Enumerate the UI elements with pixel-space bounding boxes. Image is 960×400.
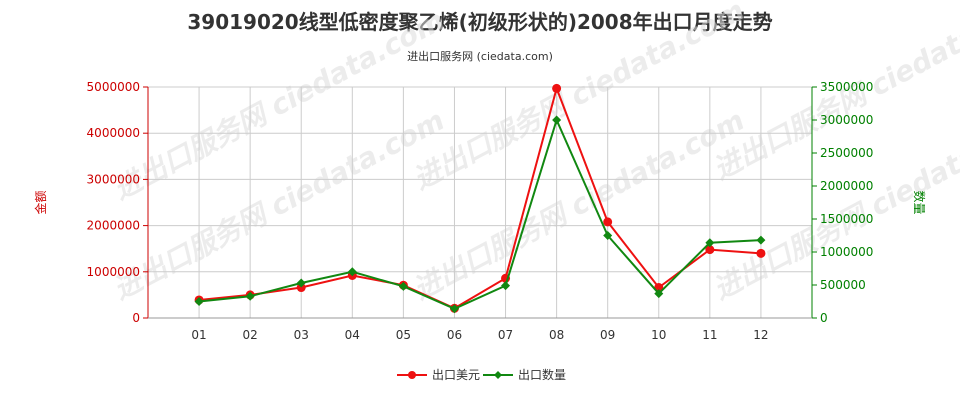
y-right-tick-label: 2500000 xyxy=(820,146,873,160)
y-left-axis-label: 金额 xyxy=(33,190,48,214)
y-right-tick-label: 3000000 xyxy=(820,113,873,127)
series-usd-point xyxy=(756,248,766,258)
series-qty-point xyxy=(296,278,306,288)
y-left-tick-label: 0 xyxy=(132,311,140,325)
y-left-tick-label: 2000000 xyxy=(87,219,140,233)
series-qty-point xyxy=(398,281,408,291)
series-usd-point xyxy=(705,245,715,255)
series-qty-point xyxy=(449,304,459,314)
legend-qty-label: 出口数量 xyxy=(518,367,566,382)
y-right-tick-label: 0 xyxy=(820,311,828,325)
x-tick-label: 07 xyxy=(498,328,513,342)
x-tick-label: 02 xyxy=(243,328,258,342)
watermark-text: 进出口服务网 ciedata.com xyxy=(108,103,450,306)
y-left-tick-label: 4000000 xyxy=(87,126,140,140)
series-usd-point xyxy=(552,83,562,93)
series-qty-line xyxy=(198,117,761,310)
y-right-tick-label: 3500000 xyxy=(820,80,873,94)
x-tick-label: 10 xyxy=(651,328,666,342)
legend-usd-label: 出口美元 xyxy=(432,368,480,382)
x-tick-label: 01 xyxy=(191,328,206,342)
x-tick-label: 04 xyxy=(345,328,360,342)
series-qty-point xyxy=(501,281,511,291)
series-usd-point xyxy=(603,217,613,227)
x-tick-label: 05 xyxy=(396,328,411,342)
series-qty-point xyxy=(194,297,204,306)
series-qty-point xyxy=(654,289,664,299)
legend-usd-swatch-marker xyxy=(408,371,416,379)
series-qty-point xyxy=(603,231,613,240)
watermark-text: 进出口服务网 ciedata.com xyxy=(408,0,750,196)
series-qty-point xyxy=(705,238,715,248)
y-left-tick-label: 3000000 xyxy=(87,172,140,186)
y-right-tick-label: 1500000 xyxy=(820,212,873,226)
watermark-text: 进出口服务网 ciedata.com xyxy=(108,3,450,206)
x-tick-label: 12 xyxy=(753,328,768,342)
y-left-tick-label: 5000000 xyxy=(87,80,140,94)
series-qty-point xyxy=(756,235,766,245)
x-tick-label: 06 xyxy=(447,328,462,342)
y-right-tick-label: 2000000 xyxy=(820,179,873,193)
series-qty-point xyxy=(552,115,562,125)
series-usd-line xyxy=(198,85,761,310)
x-tick-label: 08 xyxy=(549,328,564,342)
chart-subtitle: 进出口服务网 (ciedata.com) xyxy=(407,50,553,63)
legend-qty-swatch-marker xyxy=(494,371,502,379)
chart-title: 39019020线型低密度聚乙烯(初级形状的)2008年出口月度走势 xyxy=(187,10,773,34)
x-tick-label: 11 xyxy=(702,328,717,342)
y-right-tick-label: 1000000 xyxy=(820,245,873,259)
x-tick-label: 09 xyxy=(600,328,615,342)
series-qty-point xyxy=(245,291,255,301)
y-right-axis-label: 数量 xyxy=(912,190,927,214)
y-right-tick-label: 500000 xyxy=(820,278,866,292)
series-qty-point xyxy=(347,267,357,277)
watermark-text: 进出口服务网 ciedata.com xyxy=(408,103,750,306)
x-tick-label: 03 xyxy=(294,328,309,342)
y-left-tick-label: 1000000 xyxy=(87,265,140,279)
